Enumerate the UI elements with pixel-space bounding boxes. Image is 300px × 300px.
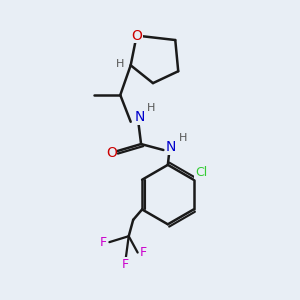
Text: H: H: [147, 103, 156, 113]
Text: F: F: [140, 246, 147, 259]
Text: H: H: [116, 59, 124, 69]
Text: N: N: [134, 110, 145, 124]
Text: N: N: [166, 140, 176, 154]
Text: Cl: Cl: [195, 166, 207, 179]
Text: F: F: [122, 258, 129, 271]
Text: H: H: [178, 133, 187, 143]
Text: O: O: [106, 146, 117, 160]
Text: O: O: [131, 28, 142, 43]
Text: F: F: [100, 236, 107, 249]
